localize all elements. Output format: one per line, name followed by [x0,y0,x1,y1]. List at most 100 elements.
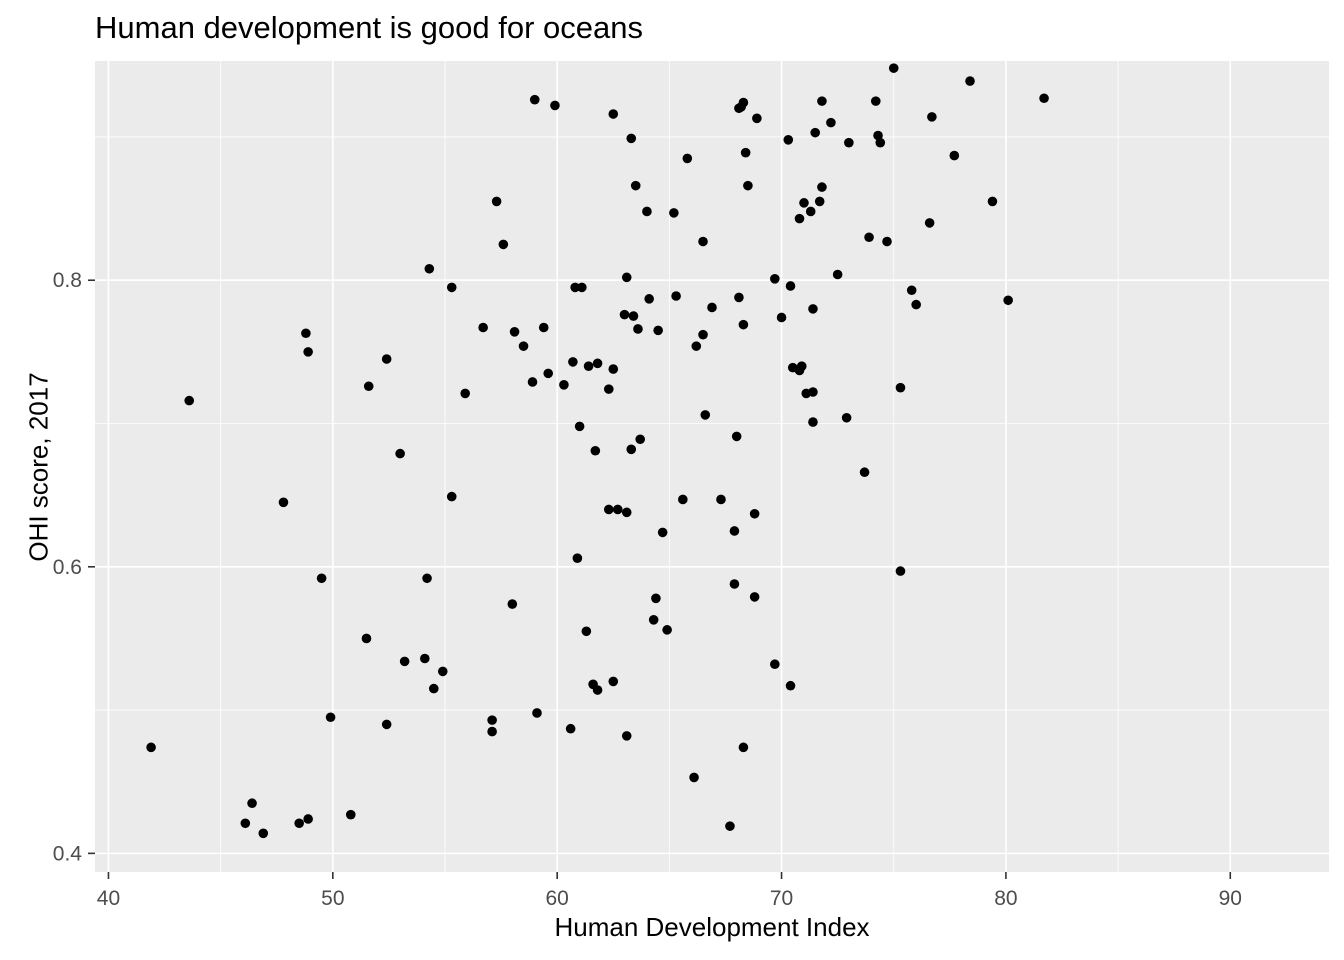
data-point [678,494,688,505]
data-point [895,566,906,576]
data-point [529,94,540,105]
data-point [844,137,854,148]
y-axis-label: OHI score, 2017 [23,372,54,562]
data-point [538,322,549,333]
data-point [1039,93,1049,104]
data-point [864,232,874,243]
data-point [689,772,699,783]
data-point [859,467,870,478]
data-point [518,341,529,351]
data-point [509,327,520,337]
data-point [303,347,313,357]
data-point [581,626,592,637]
data-point [648,615,659,625]
data-point [628,311,639,321]
data-point [895,382,906,393]
data-point [805,206,816,217]
data-point [653,325,663,336]
data-point [810,127,821,138]
data-point [608,676,619,687]
data-point [559,380,569,390]
data-point [240,818,251,829]
data-point [808,304,818,314]
data-point [817,96,827,106]
data-point [841,412,852,423]
data-point [572,553,583,564]
data-point [381,354,392,364]
data-point [395,448,405,459]
data-point [325,712,336,723]
data-point [247,798,257,809]
data-point [278,497,289,508]
data-point [460,388,471,399]
data-point [671,291,681,301]
data-point [776,312,787,323]
data-point [603,504,614,515]
data-point [424,263,435,274]
x-tick-label: 70 [770,887,793,910]
data-point [738,742,749,753]
data-point [669,208,679,218]
data-point [814,196,825,207]
data-point [577,282,587,293]
data-point [731,431,742,442]
data-point [729,579,740,589]
data-point [738,97,749,108]
x-tick-label: 50 [321,887,344,910]
data-point [258,828,269,839]
axes: 40 50 60 70 80 90 0.4 0.6 0.8 [53,269,1242,910]
data-point [603,384,614,394]
data-point [906,285,917,296]
data-point [487,726,497,737]
data-point [491,196,502,207]
data-point [626,133,637,144]
data-point [635,434,646,445]
data-point [345,809,356,820]
data-point [642,206,652,217]
data-point [527,377,538,387]
data-point [550,100,560,111]
data-point [621,507,632,518]
data-point [590,445,601,456]
y-tick-label: 0.6 [53,556,82,579]
data-point [770,273,780,284]
x-tick-label: 80 [994,887,1017,910]
x-axis-label: Human Development Index [554,912,870,942]
data-point [498,239,509,250]
data-point [619,309,630,320]
plot-panel [95,61,1329,872]
data-point [707,302,717,313]
data-point [565,723,576,734]
data-point [1003,295,1013,306]
data-points [146,63,1049,839]
data-point [146,742,156,753]
data-point [574,421,585,432]
data-point [698,329,708,340]
data-point [740,147,751,158]
data-point [734,292,744,303]
data-point [570,282,580,293]
data-point [184,395,195,406]
data-point [700,410,711,420]
data-point [752,113,762,124]
data-point [301,328,311,339]
data-point [682,153,693,164]
data-point [808,387,818,397]
data-point [437,666,448,677]
data-point [888,63,899,73]
data-point [428,683,439,694]
data-point [794,213,805,224]
data-point [399,656,410,667]
data-point [568,357,578,367]
x-tick-label: 40 [97,887,120,910]
data-point [965,76,975,86]
data-point [592,358,603,369]
grid-lines [95,61,1329,872]
data-point [691,341,702,351]
data-point [743,180,753,191]
data-point [725,821,735,831]
data-point [738,319,749,330]
data-point [716,494,726,505]
data-point [698,236,708,247]
